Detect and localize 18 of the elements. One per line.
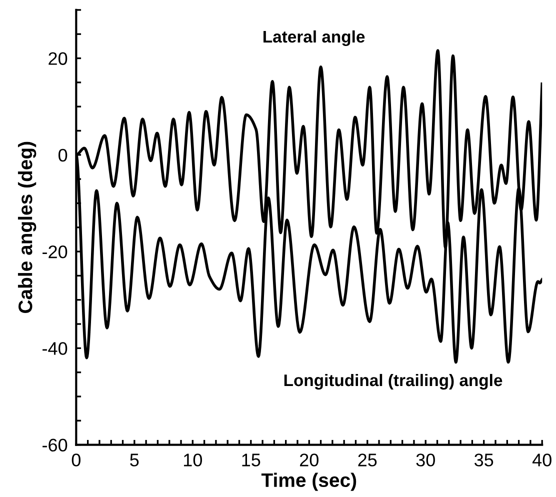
x-tick-label: 15	[242, 454, 260, 466]
annotation: Longitudinal (trailing) angle	[284, 374, 502, 390]
y-axis-title: Cable angles (deg)	[18, 142, 36, 314]
y-tick-label: 20	[48, 52, 68, 65]
x-tick-label: 20	[300, 454, 318, 466]
x-tick-label: 5	[130, 454, 139, 466]
y-tick-label: -60	[42, 438, 68, 452]
x-tick-label: 0	[72, 454, 80, 466]
annotation: Lateral angle	[264, 30, 365, 46]
x-tick-label: 25	[358, 454, 377, 466]
x-tick-label: 35	[474, 454, 494, 466]
y-tick-label: 0	[58, 148, 68, 162]
x-tick-label: 10	[184, 454, 202, 466]
y-tick-label: -20	[42, 245, 68, 258]
x-tick-label: 30	[416, 454, 435, 466]
y-tick-label: -40	[42, 342, 68, 355]
x-axis-title: Time (sec)	[261, 472, 356, 491]
x-tick-label: 40	[532, 454, 552, 466]
